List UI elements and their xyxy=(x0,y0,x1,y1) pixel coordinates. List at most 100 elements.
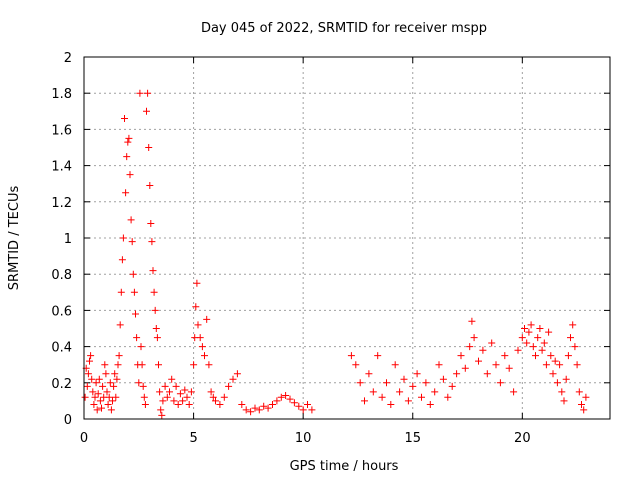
data-point xyxy=(264,404,272,412)
data-point xyxy=(179,397,187,405)
data-point xyxy=(159,397,167,405)
data-point xyxy=(112,393,120,401)
data-point xyxy=(146,182,154,189)
data-point xyxy=(356,379,364,387)
data-point xyxy=(369,388,377,396)
data-point xyxy=(501,352,509,360)
data-point xyxy=(103,388,111,396)
data-point xyxy=(282,392,290,399)
data-point xyxy=(135,379,143,387)
data-point xyxy=(492,361,500,369)
data-point xyxy=(260,402,268,410)
data-point xyxy=(542,361,550,369)
data-point xyxy=(580,406,588,414)
data-point xyxy=(87,352,95,360)
data-point xyxy=(109,397,116,405)
data-point xyxy=(551,357,559,365)
chart-title: Day 045 of 2022, SRMTID for receiver msp… xyxy=(201,21,487,36)
data-point xyxy=(361,397,368,405)
data-point xyxy=(123,153,131,161)
data-point xyxy=(194,321,202,329)
y-tick-label: 0.2 xyxy=(51,377,72,392)
data-point xyxy=(578,401,585,408)
data-point xyxy=(523,339,531,347)
data-point xyxy=(126,171,134,179)
data-point xyxy=(151,306,159,314)
y-tick-label: 0.4 xyxy=(51,341,72,356)
data-point xyxy=(529,343,537,351)
x-tick-label: 10 xyxy=(295,431,312,446)
data-point xyxy=(553,379,561,387)
data-point xyxy=(158,411,166,419)
data-point xyxy=(116,321,124,329)
x-tick-label: 0 xyxy=(80,431,88,446)
data-point xyxy=(295,402,303,410)
data-point xyxy=(141,401,149,408)
data-point xyxy=(571,343,579,351)
data-point xyxy=(129,270,137,278)
data-point xyxy=(192,303,200,311)
data-point xyxy=(269,401,276,408)
x-tick-label: 15 xyxy=(404,431,421,446)
data-point xyxy=(152,325,160,332)
x-tick-label: 5 xyxy=(189,431,197,446)
data-point xyxy=(187,388,195,396)
data-point xyxy=(431,388,439,396)
y-tick-label: 1.2 xyxy=(51,196,72,211)
data-point xyxy=(83,382,91,390)
y-axis-label: SRMTID / TECUs xyxy=(7,186,22,291)
data-point xyxy=(510,388,518,396)
data-point xyxy=(198,343,206,351)
data-point xyxy=(418,393,425,401)
data-point xyxy=(562,375,570,383)
data-point xyxy=(549,370,557,378)
data-point xyxy=(220,393,228,401)
data-point xyxy=(93,406,101,414)
data-point xyxy=(183,393,191,401)
data-point xyxy=(409,382,417,390)
data-point xyxy=(564,352,572,360)
data-point xyxy=(404,397,412,405)
data-point xyxy=(488,339,496,347)
data-point xyxy=(365,370,373,378)
data-point xyxy=(483,370,491,378)
data-point xyxy=(286,395,294,403)
y-tick-label: 0 xyxy=(64,413,72,428)
data-point xyxy=(435,361,443,369)
data-point xyxy=(176,390,184,398)
data-point xyxy=(121,115,128,122)
data-point xyxy=(201,352,208,360)
data-point xyxy=(547,352,555,360)
data-point xyxy=(575,388,583,396)
data-point xyxy=(251,404,259,412)
data-point xyxy=(534,334,542,342)
data-point xyxy=(273,397,281,405)
data-point xyxy=(540,339,548,347)
data-point xyxy=(468,317,476,325)
data-point xyxy=(145,144,153,151)
data-point xyxy=(560,397,568,405)
data-point xyxy=(138,361,146,369)
data-point xyxy=(132,310,139,318)
data-point xyxy=(277,393,285,401)
data-point xyxy=(387,401,395,408)
data-point xyxy=(496,379,504,387)
data-point xyxy=(96,397,104,405)
data-point xyxy=(88,375,96,383)
data-point xyxy=(148,238,156,246)
data-point xyxy=(290,399,298,407)
data-point xyxy=(352,361,360,369)
data-point xyxy=(156,388,164,396)
data-point xyxy=(558,388,566,396)
data-point xyxy=(383,379,390,387)
data-point xyxy=(111,370,119,378)
x-axis-label: GPS time / hours xyxy=(290,459,399,474)
grid-layer xyxy=(84,57,610,419)
data-point xyxy=(308,406,316,414)
data-point xyxy=(128,238,136,246)
data-point xyxy=(205,361,213,369)
data-point xyxy=(107,406,115,414)
data-point xyxy=(90,401,98,408)
data-point xyxy=(136,89,144,97)
data-point xyxy=(98,404,105,412)
